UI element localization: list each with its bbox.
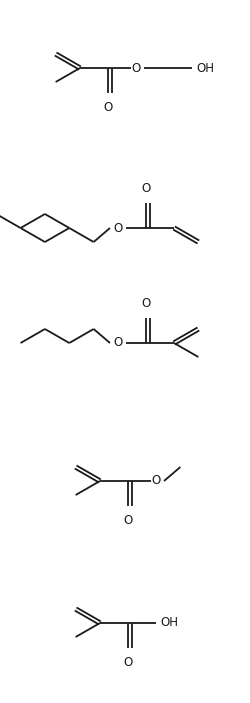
Text: OH: OH [196, 61, 214, 75]
Text: O: O [142, 297, 150, 310]
Text: O: O [132, 61, 140, 75]
Text: O: O [124, 656, 132, 669]
Text: O: O [124, 514, 132, 527]
Text: OH: OH [160, 617, 178, 629]
Text: O: O [142, 182, 150, 195]
Text: O: O [114, 221, 122, 235]
Text: O: O [152, 475, 160, 487]
Text: O: O [114, 337, 122, 349]
Text: O: O [104, 101, 112, 114]
